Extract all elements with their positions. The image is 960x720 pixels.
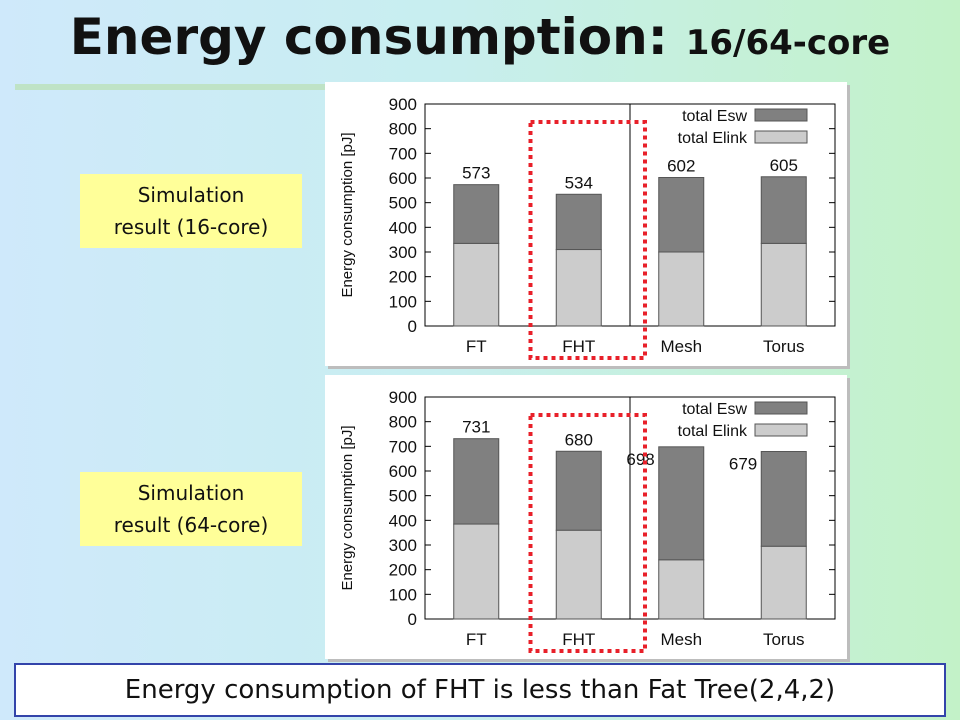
y-tick-label: 700 xyxy=(389,437,417,456)
y-tick-label: 600 xyxy=(389,169,417,188)
y-axis-label: Energy consumption [pJ] xyxy=(339,132,356,297)
y-tick-label: 200 xyxy=(389,561,417,580)
y-tick-label: 300 xyxy=(389,536,417,555)
bar-esw-ft xyxy=(453,184,500,244)
x-tick-label: Torus xyxy=(763,337,805,356)
y-tick-label: 300 xyxy=(389,243,417,262)
y-tick-label: 100 xyxy=(389,585,417,604)
y-tick-label: 800 xyxy=(389,413,417,432)
bar-esw-mesh xyxy=(658,177,705,253)
y-tick-label: 400 xyxy=(389,218,417,237)
chart-16-core: 0 100 200 300 400 500 600 700 800 900 Energy consu… xyxy=(325,82,847,366)
y-tick-label: 400 xyxy=(389,511,417,530)
y-tick-label: 900 xyxy=(389,388,417,407)
data-label-total: 605 xyxy=(770,156,798,175)
bar-esw-torus xyxy=(760,451,807,547)
bar-esw-fht xyxy=(555,450,602,531)
chart-64-core: 0 100 200 300 400 500 600 700 800 900 Energy consu… xyxy=(325,375,847,659)
x-tick-label: Mesh xyxy=(660,630,702,649)
slide-title: Energy consumption: 16/64-core xyxy=(0,8,960,66)
bar-elink-mesh xyxy=(658,251,705,327)
y-tick-label: 700 xyxy=(389,144,417,163)
y-tick-label: 600 xyxy=(389,462,417,481)
y-tick-label: 0 xyxy=(408,317,417,336)
y-tick-label: 0 xyxy=(408,610,417,629)
data-label-total: 602 xyxy=(667,157,695,176)
data-label-total: 534 xyxy=(565,173,593,192)
bar-esw-fht xyxy=(555,193,602,251)
x-tick-label: FT xyxy=(466,630,487,649)
highlight-fht-box xyxy=(528,120,647,360)
bar-esw-ft xyxy=(453,438,500,525)
bar-elink-fht xyxy=(555,249,602,327)
legend-label-elink: total Elink xyxy=(678,130,748,147)
label-16-core: Simulation result (16-core) xyxy=(80,174,302,248)
bar-esw-torus xyxy=(760,176,807,244)
bar-elink-torus xyxy=(760,242,807,327)
legend-label-elink: total Elink xyxy=(678,423,748,440)
bar-elink-torus xyxy=(760,545,807,620)
legend-swatch-elink xyxy=(754,423,808,437)
x-tick-label: FHT xyxy=(562,337,595,356)
y-tick-label: 800 xyxy=(389,120,417,139)
bar-elink-fht xyxy=(555,529,602,620)
legend-swatch-elink xyxy=(754,130,808,144)
chart-16-core-svg: 0 100 200 300 400 500 600 700 800 900 Energy consu… xyxy=(339,95,836,360)
y-axis-label: Energy consumption [pJ] xyxy=(339,425,356,590)
legend-label-esw: total Esw xyxy=(682,401,747,418)
legend-swatch-esw xyxy=(754,401,808,415)
y-tick-label: 500 xyxy=(389,487,417,506)
x-tick-label: Torus xyxy=(763,630,805,649)
data-label-total: 731 xyxy=(462,418,490,437)
bar-elink-mesh xyxy=(658,559,705,620)
bar-elink-ft xyxy=(453,523,500,620)
data-label-total: 679 xyxy=(729,455,757,474)
data-label-total: 698 xyxy=(626,450,654,469)
x-tick-label: FT xyxy=(466,337,487,356)
chart-64-core-svg: 0 100 200 300 400 500 600 700 800 900 Energy consu… xyxy=(339,388,836,653)
data-label-total: 573 xyxy=(462,164,490,183)
title-main: Energy consumption: xyxy=(69,8,668,66)
y-tick-label: 900 xyxy=(389,95,417,114)
x-tick-label: Mesh xyxy=(660,337,702,356)
y-tick-label: 200 xyxy=(389,268,417,287)
conclusion-box: Energy consumption of FHT is less than F… xyxy=(14,663,946,717)
highlight-fht-box xyxy=(528,413,647,653)
bar-elink-ft xyxy=(453,242,500,327)
bar-esw-mesh xyxy=(658,446,705,561)
data-label-total: 680 xyxy=(565,430,593,449)
y-tick-label: 100 xyxy=(389,292,417,311)
legend-swatch-esw xyxy=(754,108,808,122)
x-tick-label: FHT xyxy=(562,630,595,649)
label-64-core: Simulation result (64-core) xyxy=(80,472,302,546)
legend-label-esw: total Esw xyxy=(682,108,747,125)
title-sub: 16/64-core xyxy=(685,23,891,63)
y-tick-label: 500 xyxy=(389,194,417,213)
